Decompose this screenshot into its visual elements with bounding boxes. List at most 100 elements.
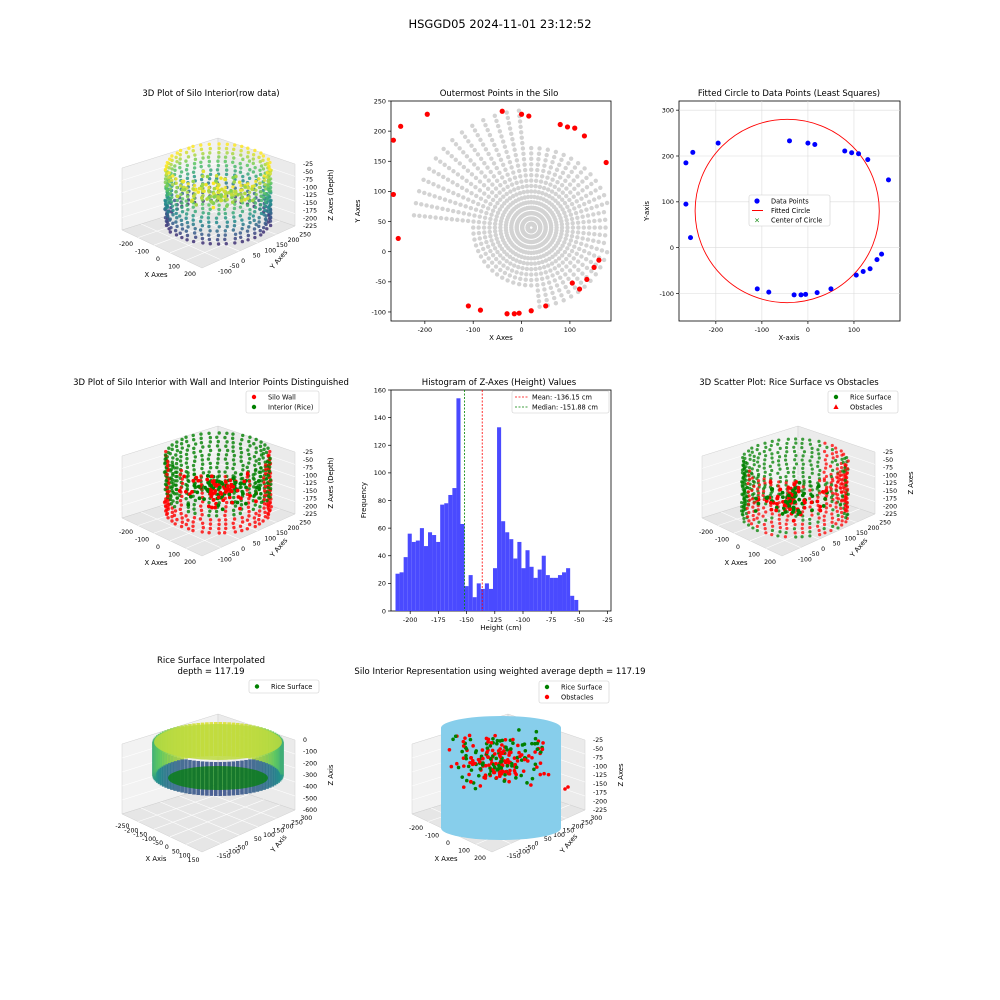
p6-ytick-label: 200 (868, 525, 880, 532)
p1-point (200, 223, 205, 228)
p4-interior-point (258, 505, 262, 509)
p1-point (178, 161, 182, 166)
p1-point (178, 165, 182, 170)
p4-interior-point (251, 507, 256, 512)
p1-point (233, 164, 237, 169)
p8-ytick-label: 50 (544, 836, 552, 843)
p2-gray-point (457, 146, 462, 151)
p6-rice-point (755, 447, 759, 452)
p4-interior-point (215, 465, 219, 470)
p2-gray-point (510, 136, 515, 142)
p1-ytick-label: 50 (253, 253, 261, 260)
p6-rice-point (808, 442, 812, 446)
p1-point (241, 174, 245, 179)
p2-outer-point (569, 280, 575, 286)
p3-data-point (865, 157, 871, 163)
p6-rice-point (776, 471, 780, 475)
p8-rice-point (533, 741, 537, 746)
p4-interior-point (259, 466, 263, 470)
p5-hist-bar (480, 588, 485, 611)
p2-gray-point (537, 304, 542, 309)
p3-data-point (874, 257, 880, 263)
p2-ytick-label: 200 (374, 127, 386, 135)
p1-inner-point (219, 193, 224, 197)
p5-hist-bar (513, 558, 518, 611)
p6-rice-point (792, 445, 796, 449)
p2-gray-point (579, 241, 584, 246)
p8-obstacle-point (500, 768, 504, 773)
p2-gray-point (491, 174, 497, 179)
p1-point (240, 226, 244, 231)
p2-gray-point (480, 246, 486, 252)
p4-xlabel: X Axes (144, 559, 167, 567)
p5-hist-bar (423, 546, 429, 611)
p6-rice-point (830, 447, 835, 452)
p1-point (239, 183, 243, 188)
p2-gray-point (545, 263, 551, 268)
p4-interior-point (208, 435, 213, 440)
p1-point (239, 166, 243, 170)
p1-point (245, 203, 250, 208)
p2-gray-point (588, 278, 593, 284)
p2-gray-point (478, 196, 484, 201)
p1-inner-point (191, 179, 196, 184)
p4-wall-point (191, 520, 195, 524)
p5-hist-bar (428, 532, 433, 611)
p6-rice-point (776, 534, 780, 538)
p8-rice-point (525, 781, 529, 785)
p2-gray-point (536, 293, 541, 299)
p2-gray-point (580, 188, 585, 193)
p2-gray-point (512, 263, 517, 268)
p2-outer-point (581, 133, 588, 139)
p1-point (206, 216, 211, 220)
p1-point (225, 142, 230, 146)
p2-gray-point (519, 179, 524, 184)
p1-point (257, 216, 261, 220)
p1-point (178, 231, 182, 235)
p4-interior-point (175, 496, 180, 500)
p4-interior-point (179, 454, 183, 459)
p1-inner-point (250, 198, 255, 203)
p6-obstacle-point (786, 514, 790, 518)
p2-gray-point (552, 278, 558, 283)
p4-interior-point (263, 443, 267, 447)
p1-ytick-label: 0 (241, 258, 245, 265)
p6-obstacle-point (785, 518, 789, 522)
p4-wall-point (232, 525, 236, 530)
p1-point (207, 142, 211, 146)
p4-wall-point (245, 527, 250, 531)
p1-grid (217, 174, 296, 202)
p2-gray-point (538, 271, 544, 276)
p5-hist-bar (549, 577, 554, 611)
p8-rice-point (480, 763, 485, 767)
p2-gray-point (575, 230, 581, 235)
p6-rice-point (809, 463, 813, 467)
p2-gray-point (571, 272, 576, 277)
p3-xtick-label: 100 (848, 326, 860, 334)
p1-point (184, 216, 188, 220)
p4-interior-point (174, 444, 179, 449)
p4-interior-point (231, 432, 235, 436)
p4-wall-point (172, 513, 177, 518)
p4-wall-point (247, 496, 251, 501)
p6-legend: Rice Surface Obstacles (827, 390, 899, 414)
p4-wall-point (229, 482, 234, 487)
p4-interior-point (163, 461, 167, 465)
p2-gray-point (524, 272, 529, 277)
p4-ztick-label: -75 (303, 465, 313, 472)
p4-wall-point (257, 517, 261, 522)
p2-gray-point (524, 184, 530, 189)
p3-data-point (690, 149, 696, 155)
p6-obstacle-point (843, 507, 847, 511)
p6-grid (721, 511, 801, 548)
p6-obstacle-point (822, 449, 827, 454)
p4-interior-point (193, 511, 197, 516)
p1-point (217, 212, 221, 216)
p4-interior-point (208, 466, 213, 470)
p1-point (168, 157, 172, 161)
p2-gray-point (438, 215, 444, 221)
p4-wall-point (200, 512, 204, 517)
p2-gray-point (541, 281, 546, 287)
p4-interior-point (238, 481, 243, 486)
p2-gray-point (552, 172, 558, 177)
